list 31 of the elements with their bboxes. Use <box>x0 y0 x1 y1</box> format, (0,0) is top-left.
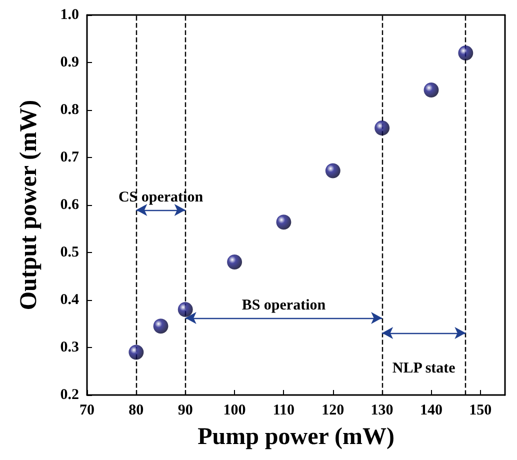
x-tick-label: 140 <box>420 402 442 418</box>
x-axis-title: Pump power (mW) <box>198 424 394 450</box>
x-tick-label: 130 <box>370 402 394 418</box>
x-tick-label: 80 <box>128 402 144 418</box>
point <box>374 120 390 136</box>
y-tick-label: 0.7 <box>60 150 80 166</box>
point <box>153 318 168 334</box>
y-tick-label: 0.9 <box>60 54 79 70</box>
point <box>458 46 474 60</box>
point <box>424 82 439 98</box>
point <box>128 344 144 360</box>
annotation: BS operation <box>242 298 326 314</box>
point <box>178 302 193 317</box>
x-tick-label: 120 <box>322 402 344 418</box>
x-tick-label: 110 <box>272 402 295 418</box>
point <box>276 214 292 230</box>
point <box>227 254 242 270</box>
y-tick-label: 0.3 <box>60 340 79 356</box>
y-tick-label: 1.0 <box>60 7 79 23</box>
annotation: NLP state <box>392 360 456 376</box>
x-tick-label: 90 <box>178 402 193 418</box>
y-tick-label: 0.5 <box>60 244 79 260</box>
y-tick-label: 0.6 <box>60 197 80 213</box>
y-tick-label: 0.8 <box>60 102 79 118</box>
x-tick-label: 100 <box>223 402 246 418</box>
y-tick-label: 0.2 <box>60 387 79 403</box>
y-axis-title: Output power (mW) <box>16 100 42 310</box>
x-tick-label: 150 <box>469 402 492 418</box>
point <box>325 163 340 178</box>
x-tick-label: 70 <box>80 402 94 418</box>
y-tick-label: 0.4 <box>60 292 80 308</box>
